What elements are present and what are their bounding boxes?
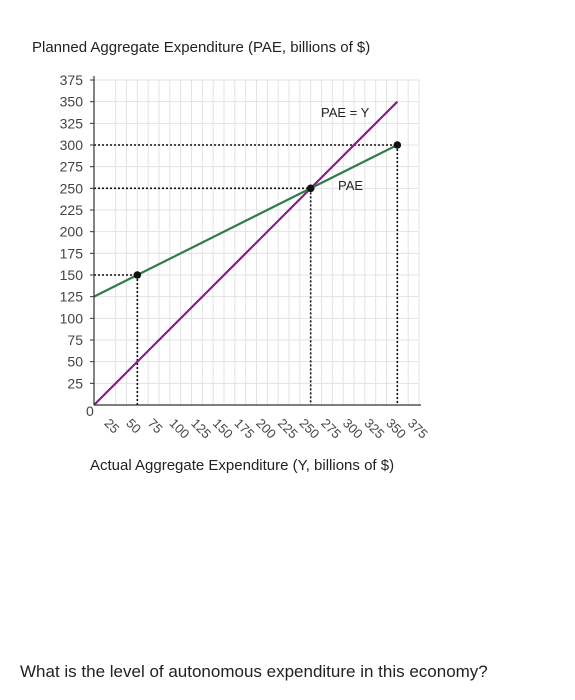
x-tick-label: 225 <box>275 416 301 442</box>
data-point-0 <box>133 271 142 279</box>
guide-lines <box>94 144 399 405</box>
marked-points <box>133 141 402 279</box>
y-axis-label: Planned Aggregate Expenditure (PAE, bill… <box>32 39 370 56</box>
data-point-1 <box>306 184 315 193</box>
series-line-0 <box>93 100 399 406</box>
x-tick-label: 175 <box>232 416 258 442</box>
y-tick-label: 200 <box>60 224 84 240</box>
x-tick-label: 300 <box>340 416 366 442</box>
y-tick-label: 225 <box>60 202 84 218</box>
y-tick-label: 25 <box>67 375 83 391</box>
y-tick-label: 325 <box>60 115 84 131</box>
x-tick-label: 200 <box>253 416 279 442</box>
x-tick-label: 275 <box>318 416 344 442</box>
data-point-2 <box>393 141 402 149</box>
x-tick-label: 350 <box>383 416 409 442</box>
x-axis-label: Actual Aggregate Expenditure (Y, billion… <box>90 457 394 474</box>
x-tick-label: 75 <box>145 416 166 437</box>
origin-label: 0 <box>86 403 94 419</box>
x-tick-label: 125 <box>188 416 214 442</box>
y-tick-label: 100 <box>60 310 84 326</box>
y-tick-label: 75 <box>67 332 83 348</box>
y-tick-label: 250 <box>60 180 84 196</box>
series-labels: PAE = Y PAE <box>321 105 370 193</box>
series-label-pae: PAE <box>338 178 363 193</box>
series-line-1 <box>93 144 398 298</box>
series-label-pae-equals-y: PAE = Y <box>321 105 370 120</box>
x-tick-label: 325 <box>362 416 388 442</box>
x-tick-label: 375 <box>405 416 431 442</box>
y-tick-label: 275 <box>60 159 84 175</box>
x-tick-label: 50 <box>123 416 144 437</box>
question-text: What is the level of autonomous expendit… <box>20 662 488 681</box>
expenditure-chart: Planned Aggregate Expenditure (PAE, bill… <box>32 39 431 474</box>
y-tick-label: 350 <box>60 94 84 110</box>
y-tick-label: 50 <box>67 354 83 370</box>
y-tick-label: 175 <box>60 245 84 261</box>
y-tick-label: 125 <box>60 289 84 305</box>
series-lines <box>93 100 399 406</box>
x-tick-label: 25 <box>102 416 123 437</box>
y-tick-label: 150 <box>60 267 84 283</box>
y-tick-label: 300 <box>60 137 84 153</box>
x-tick-label: 250 <box>297 416 323 442</box>
x-tick-label: 150 <box>210 416 236 442</box>
y-tick-label: 375 <box>60 72 84 88</box>
x-tick-label: 100 <box>167 416 193 442</box>
